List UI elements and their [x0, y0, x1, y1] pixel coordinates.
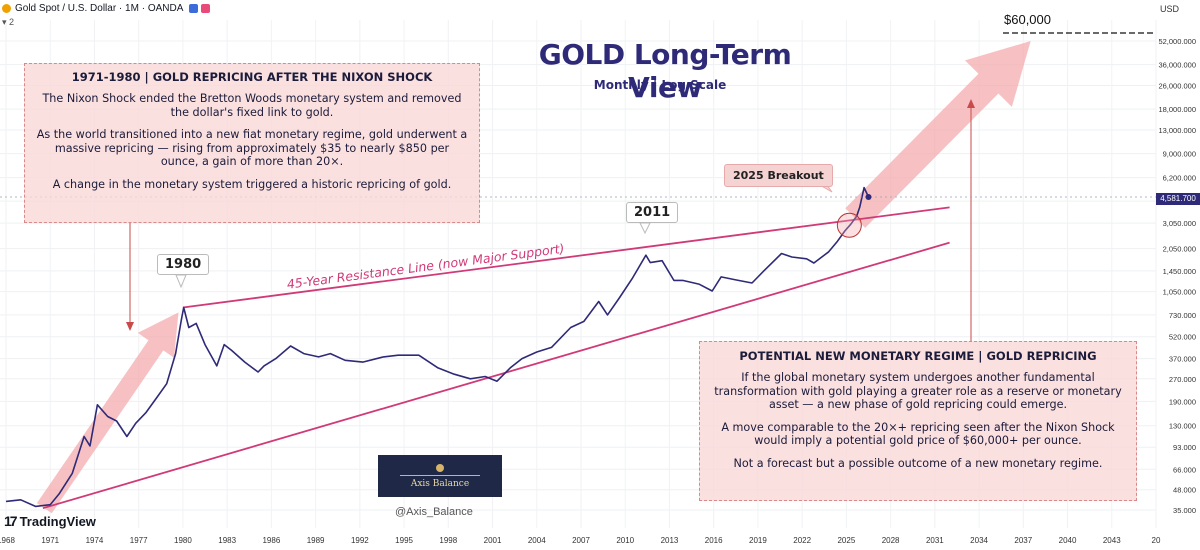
x-tick-label: 20 [1152, 536, 1161, 545]
x-tick-label: 1977 [130, 536, 148, 545]
new-regime-annotation: POTENTIAL NEW MONETARY REGIME | GOLD REP… [699, 341, 1137, 501]
x-tick-label: 1998 [439, 536, 457, 545]
y-tick-label: 1,050.000 [1163, 288, 1196, 297]
tradingview-logo[interactable]: 17 TradingView [4, 513, 96, 529]
nixon-shock-annotation: 1971-1980 | GOLD REPRICING AFTER THE NIX… [24, 63, 480, 223]
x-tick-label: 2019 [749, 536, 767, 545]
x-tick-label: 2037 [1014, 536, 1032, 545]
logo-emblem-icon [436, 463, 444, 472]
gold-symbol-icon [2, 3, 11, 13]
alert-icon [201, 3, 211, 13]
x-tick-label: 1968 [0, 536, 15, 545]
callout-pointer [175, 274, 187, 289]
x-tick-label: 2043 [1103, 536, 1121, 545]
x-tick-label: 2007 [572, 536, 590, 545]
breakout-circle [836, 212, 862, 238]
callout-1980: 1980 [157, 254, 210, 275]
y-tick-label: 190.000 [1169, 397, 1196, 406]
tradingview-icon: 17 [4, 513, 18, 529]
x-tick-label: 2028 [882, 536, 900, 545]
y-tick-label: 730.000 [1169, 311, 1196, 320]
y-tick-label: 3,050.000 [1163, 219, 1196, 228]
y-tick-label: 370.000 [1169, 355, 1196, 364]
y-tick-label: 6,200.000 [1163, 174, 1196, 183]
target-price-label: $60,000 [1004, 12, 1051, 27]
y-tick-label: 1,450.000 [1163, 267, 1196, 276]
annotation-paragraph: If the global monetary system undergoes … [714, 371, 1122, 411]
x-tick-label: 1971 [41, 536, 59, 545]
x-tick-label: 2013 [661, 536, 679, 545]
x-tick-label: 1995 [395, 536, 413, 545]
x-tick-label: 1974 [86, 536, 104, 545]
y-tick-label: 52,000.000 [1158, 37, 1196, 46]
author-handle: @Axis_Balance [395, 506, 473, 518]
x-tick-label: 2022 [793, 536, 811, 545]
y-tick-label: 66.000 [1173, 465, 1196, 474]
annotation-title: 1971-1980 | GOLD REPRICING AFTER THE NIX… [71, 70, 433, 84]
support-trendline [42, 241, 950, 510]
y-tick-label: 48.000 [1173, 486, 1196, 495]
chart-subtitle: Monthly | Log Scale [593, 78, 727, 92]
y-tick-label: 2,050.000 [1163, 245, 1196, 254]
x-tick-label: 1986 [262, 536, 280, 545]
y-tick-label: 13,000.000 [1158, 126, 1196, 135]
platform-name: TradingView [19, 513, 96, 529]
projection-arrow [845, 41, 1031, 228]
x-tick-label: 1989 [307, 536, 325, 545]
x-tick-label: 2025 [837, 536, 855, 545]
axis-balance-logo: Axis Balance [378, 455, 502, 497]
x-tick-label: 2031 [926, 536, 944, 545]
target-pointer-arrowhead [967, 99, 975, 108]
annotation-paragraph: A change in the monetary system triggere… [52, 177, 452, 191]
resistance-trendline [182, 206, 950, 309]
logo-text: Axis Balance [410, 478, 470, 489]
current-price-tag: 4,581.700 [1156, 193, 1200, 205]
nixon-repricing-arrow [36, 312, 179, 514]
y-tick-label: 26,000.000 [1158, 82, 1196, 91]
x-tick-label: 2004 [528, 536, 546, 545]
y-tick-label: 35.000 [1173, 506, 1196, 515]
currency-label: USD [1160, 4, 1180, 14]
y-tick-label: 520.000 [1169, 333, 1196, 342]
x-tick-label: 2040 [1059, 536, 1077, 545]
chart-header: Gold Spot / U.S. Dollar · 1M · OANDA [0, 0, 211, 16]
gold-price-line [5, 186, 870, 508]
x-tick-label: 1980 [174, 536, 192, 545]
callout-2025-breakout: 2025 Breakout [724, 164, 833, 187]
y-tick-label: 270.000 [1169, 375, 1196, 384]
callout-2011: 2011 [626, 202, 679, 223]
x-tick-label: 2001 [484, 536, 502, 545]
x-tick-label: 1983 [218, 536, 236, 545]
indicator-badge[interactable]: ▾ 2 [2, 17, 15, 27]
y-tick-label: 9,000.000 [1163, 150, 1196, 159]
x-tick-label: 1992 [351, 536, 369, 545]
chart-title: GOLD Long-Term View [538, 38, 792, 104]
y-tick-label: 18,000.000 [1158, 105, 1196, 114]
y-tick-label: 36,000.000 [1158, 61, 1196, 70]
flag-icon [189, 3, 199, 13]
x-tick-label: 2010 [616, 536, 634, 545]
callout-pointer [639, 222, 651, 235]
current-price-dot [865, 194, 872, 201]
annotation-paragraph: The Nixon Shock ended the Bretton Woods … [42, 92, 462, 119]
annotation-paragraph: As the world transitioned into a new fia… [36, 128, 468, 168]
logo-divider [400, 474, 480, 476]
annotation-paragraph: Not a forecast but a possible outcome of… [733, 456, 1103, 470]
y-tick-label: 93.000 [1173, 443, 1196, 452]
annotation-paragraph: A move comparable to the 20×+ repricing … [721, 420, 1115, 448]
instrument-label[interactable]: Gold Spot / U.S. Dollar · 1M · OANDA [15, 2, 184, 14]
x-tick-label: 2034 [970, 536, 988, 545]
box-pointer-arrowhead [126, 322, 134, 331]
y-tick-label: 130.000 [1169, 422, 1196, 431]
annotation-title: POTENTIAL NEW MONETARY REGIME | GOLD REP… [739, 349, 1097, 363]
x-tick-label: 2016 [705, 536, 723, 545]
